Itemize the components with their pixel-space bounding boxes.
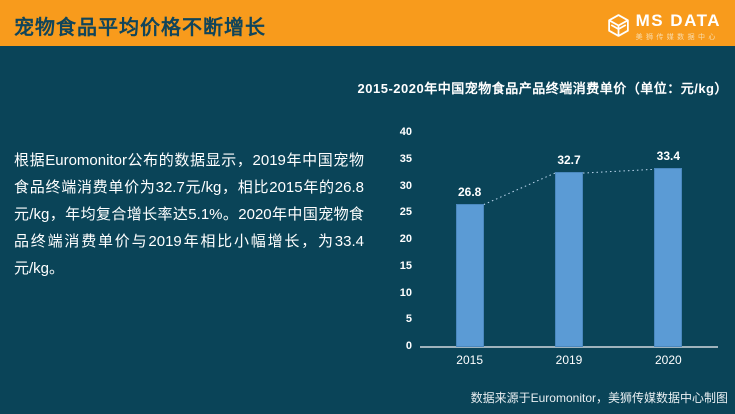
x-axis-line — [420, 346, 718, 348]
y-axis-tick-label: 10 — [399, 286, 412, 299]
x-axis-category-label: 2020 — [654, 353, 682, 367]
y-axis-tick-label: 5 — [405, 313, 412, 326]
y-axis-tick-label: 40 — [399, 126, 412, 138]
y-axis-tick-label: 15 — [399, 259, 412, 272]
bar-2015 — [455, 203, 484, 347]
page-title: 宠物食品平均价格不断增长 — [14, 17, 266, 39]
bar-value-label: 32.7 — [557, 153, 581, 168]
chart-title: 2015-2020年中国宠物食品产品终端消费单价（单位：元/kg） — [357, 81, 728, 96]
header-banner: 宠物食品平均价格不断增长 MS DATA 美狮传媒数据中心 — [0, 0, 735, 46]
y-axis-tick-label: 0 — [405, 340, 412, 352]
brand-subtitle: 美狮传媒数据中心 — [635, 34, 719, 41]
x-axis-category-label: 2015 — [456, 353, 483, 367]
y-axis-tick-label: 30 — [399, 179, 412, 192]
brand-text-group: MS DATA 美狮传媒数据中心 — [636, 12, 721, 42]
cube-layers-icon — [606, 13, 631, 38]
bar-2019 — [555, 172, 583, 347]
y-axis-tick-label: 25 — [399, 206, 412, 219]
bar-value-label: 26.8 — [457, 184, 482, 199]
x-axis-category-label: 2019 — [555, 353, 583, 367]
y-axis-tick-label: 20 — [399, 233, 412, 245]
y-axis-tick-label: 35 — [399, 152, 412, 165]
body-paragraph: 根据Euromonitor公布的数据显示，2019年中国宠物食品终端消费单价为3… — [14, 152, 364, 277]
source-note: 数据来源于Euromonitor，美狮传媒数据中心制图 — [470, 391, 728, 405]
brand-name: MS DATA — [635, 11, 721, 30]
brand-logo: MS DATA 美狮传媒数据中心 — [606, 12, 721, 42]
bar-2020 — [654, 168, 683, 347]
bar-value-label: 33.4 — [656, 149, 680, 164]
